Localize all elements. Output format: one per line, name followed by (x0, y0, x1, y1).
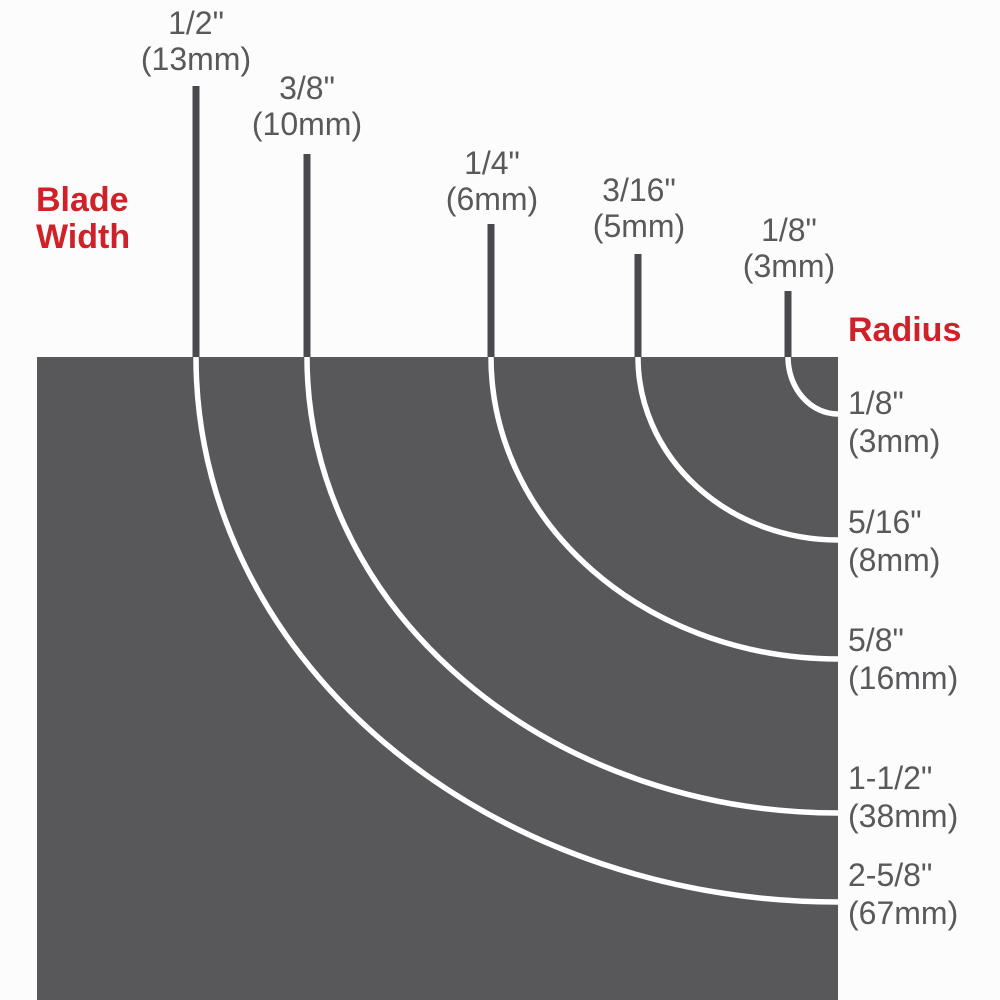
blade-width-mm: (5mm) (592, 208, 686, 244)
blade-width-title-line2: Width (36, 218, 131, 256)
radius-title: Radius (848, 311, 962, 349)
radius-label-38mm: 1-1/2" (38mm) (848, 759, 958, 835)
blade-width-mm: (6mm) (445, 181, 539, 217)
blade-width-inch: 1/8" (761, 212, 817, 248)
cut-arc-1-8in (785, 356, 839, 417)
blade-width-inch: 3/16" (602, 172, 676, 208)
blade-width-mm: (10mm) (251, 106, 363, 142)
radius-mm: (16mm) (848, 660, 959, 696)
radius-label-3mm: 1/8" (3mm) (848, 384, 940, 460)
radius-label-67mm: 2-5/8" (67mm) (848, 856, 958, 932)
radius-inch: 2-5/8" (848, 857, 933, 893)
blade-width-label-10mm: 3/8" (10mm) (252, 70, 362, 142)
radius-inch: 5/8" (848, 622, 904, 658)
radius-label-16mm: 5/8" (16mm) (848, 621, 958, 697)
radius-inch: 5/16" (848, 504, 922, 540)
blade-width-label-13mm: 1/2" (13mm) (141, 5, 251, 77)
radius-label-8mm: 5/16" (8mm) (848, 503, 940, 579)
cut-arc-5-8in (488, 356, 839, 662)
blade-width-label-6mm: 1/4" (6mm) (446, 145, 538, 217)
cut-arc-5-16in (635, 356, 839, 543)
blade-width-inch: 1/4" (464, 145, 520, 181)
radius-mm: (3mm) (848, 423, 941, 459)
radius-inch: 1/8" (848, 385, 904, 421)
radius-mm: (67mm) (848, 895, 959, 931)
blade-width-mm: (13mm) (140, 41, 252, 77)
radius-mm: (8mm) (848, 542, 941, 578)
blade-width-inch: 1/2" (168, 5, 224, 41)
blade-width-inch: 3/8" (279, 70, 335, 106)
radius-inch: 1-1/2" (848, 760, 933, 796)
cut-arc-1-1-2in (304, 356, 839, 816)
cut-arc-2-5-8in (193, 356, 839, 905)
radius-mm: (38mm) (848, 798, 959, 834)
blade-width-label-5mm: 3/16" (5mm) (593, 172, 685, 244)
blade-width-title: Blade Width (36, 182, 130, 256)
material-block (37, 357, 838, 1000)
blade-width-title-line1: Blade (36, 181, 129, 219)
blade-width-mm: (3mm) (742, 248, 836, 284)
blade-width-label-3mm: 1/8" (3mm) (743, 212, 835, 284)
